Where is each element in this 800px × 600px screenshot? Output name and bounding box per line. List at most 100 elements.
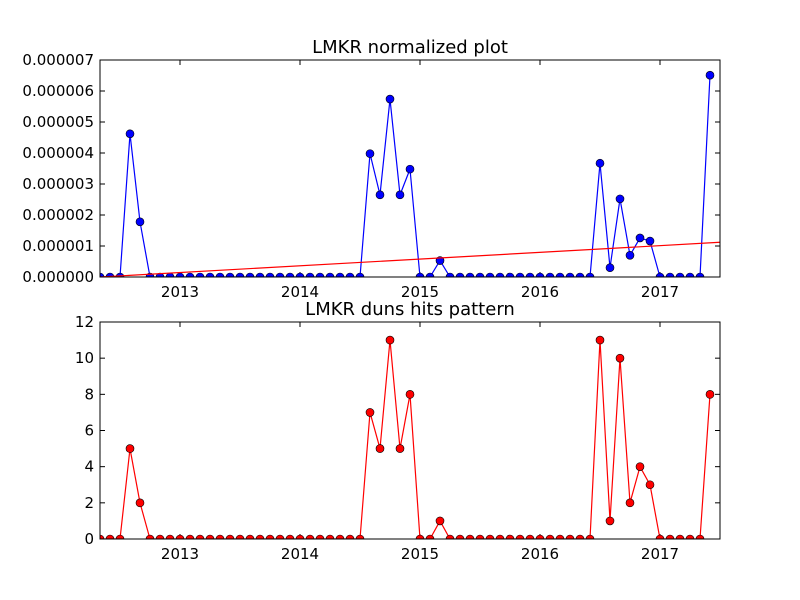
normalized-plot-data-point <box>185 272 195 277</box>
duns-hits-data-point <box>265 534 275 539</box>
duns-hits-data-point <box>395 444 405 453</box>
duns-hits-data-point <box>405 390 415 399</box>
duns-hits-data-point <box>665 534 675 539</box>
normalized-plot-x-tick-label: 2013 <box>161 283 199 301</box>
normalized-plot-data-point <box>505 272 515 277</box>
normalized-plot-data-point <box>205 272 215 277</box>
duns-hits-data-point <box>185 534 195 539</box>
duns-hits-panel: LMKR duns hits pattern 0 2 4 6 8 10 12 2013 2014 2… <box>75 299 721 563</box>
normalized-plot-data-point <box>675 272 685 277</box>
duns-hits-y-tick-label: 12 <box>75 313 94 331</box>
duns-hits-data-point <box>565 534 575 539</box>
duns-hits-data-point <box>575 534 585 539</box>
duns-hits-data-point <box>595 335 605 345</box>
duns-hits-x-tick-label: 2013 <box>161 545 199 563</box>
duns-hits-data-point <box>175 534 185 539</box>
normalized-plot-trend-line <box>100 241 720 277</box>
normalized-plot-data-point <box>585 272 595 277</box>
normalized-plot-data-point <box>315 272 325 277</box>
duns-hits-data-point <box>315 534 325 539</box>
normalized-plot-data-point <box>665 272 675 277</box>
duns-hits-plot-area <box>100 335 715 539</box>
duns-hits-data-point <box>285 534 295 539</box>
normalized-plot-data-point <box>455 272 465 277</box>
normalized-plot-data-point <box>645 236 655 246</box>
duns-hits-title: LMKR duns hits pattern <box>305 299 515 320</box>
normalized-plot-data-point <box>545 272 555 277</box>
duns-hits-data-point <box>605 516 615 526</box>
duns-hits-data-point <box>645 480 655 490</box>
normalized-plot-data-point <box>415 272 425 277</box>
normalized-plot-data-point <box>255 272 265 277</box>
duns-hits-data-point <box>435 516 445 526</box>
normalized-plot-x-tick-label: 2017 <box>641 283 679 301</box>
duns-hits-data-point <box>425 534 435 539</box>
normalized-plot-data-point <box>575 272 585 277</box>
duns-hits-data-point <box>275 534 285 539</box>
duns-hits-data-point <box>675 534 685 539</box>
normalized-plot-data-point <box>525 272 535 277</box>
normalized-plot-data-point <box>445 272 455 277</box>
normalized-plot-data-point <box>245 272 255 277</box>
duns-hits-data-point <box>615 353 625 363</box>
duns-hits-data-point <box>325 534 335 539</box>
normalized-plot-y-tick-label: 0.000006 <box>22 82 94 100</box>
normalized-plot-data-point <box>355 272 365 277</box>
duns-hits-data-point <box>105 534 115 539</box>
duns-hits-data-point <box>695 534 705 539</box>
normalized-plot-data-point <box>265 272 275 277</box>
normalized-plot-y-tick-label: 0.000000 <box>22 268 94 286</box>
duns-hits-series-line <box>100 340 711 539</box>
normalized-plot-y-tick-label: 0.000004 <box>22 144 94 162</box>
normalized-plot-panel: LMKR normalized plot 0.000000 0.000001 0.00… <box>22 37 721 301</box>
normalized-plot-data-point <box>125 129 135 139</box>
duns-hits-data-point <box>375 444 385 453</box>
normalized-plot-data-point <box>425 272 435 277</box>
normalized-plot-data-point <box>705 70 715 80</box>
normalized-plot-data-point <box>295 272 305 277</box>
normalized-plot-data-point <box>475 272 485 277</box>
normalized-plot-data-point <box>495 272 505 277</box>
normalized-plot-data-point <box>395 190 405 200</box>
normalized-plot-data-point <box>695 272 705 277</box>
normalized-plot-data-point <box>405 164 415 174</box>
duns-hits-data-point <box>225 534 235 539</box>
normalized-plot-y-tick-label: 0.000007 <box>22 51 94 69</box>
duns-hits-data-point <box>555 534 565 539</box>
normalized-plot-x-tick-label: 2016 <box>521 283 559 301</box>
duns-hits-y-tick-label: 10 <box>75 349 94 367</box>
duns-hits-y-tick-label: 0 <box>84 530 94 548</box>
normalized-plot-data-point <box>535 272 545 277</box>
duns-hits-y-tick-label: 2 <box>84 494 94 512</box>
normalized-plot-data-point <box>685 272 695 277</box>
duns-hits-data-point <box>685 534 695 539</box>
normalized-plot-y-tick-label: 0.000005 <box>22 113 94 131</box>
normalized-plot-data-point <box>195 272 205 277</box>
normalized-plot-data-point <box>135 217 145 227</box>
normalized-plot-data-point <box>605 263 615 273</box>
duns-hits-data-point <box>705 390 715 399</box>
normalized-plot-data-point <box>305 272 315 277</box>
normalized-plot-data-point <box>615 194 625 204</box>
normalized-plot-data-point <box>595 158 605 168</box>
normalized-plot-data-point <box>655 272 665 277</box>
normalized-plot-data-point <box>635 233 645 243</box>
duns-hits-y-tick-label: 8 <box>84 385 94 403</box>
duns-hits-data-point <box>295 534 305 539</box>
duns-hits-x-tick-label: 2015 <box>401 545 439 563</box>
duns-hits-x-tick-label: 2014 <box>281 545 319 563</box>
normalized-plot-data-point <box>225 272 235 277</box>
normalized-plot-data-point <box>325 272 335 277</box>
duns-hits-data-point <box>525 534 535 539</box>
duns-hits-data-point <box>345 534 355 539</box>
normalized-plot-data-point <box>515 272 525 277</box>
duns-hits-data-point <box>235 534 245 539</box>
duns-hits-data-point <box>475 534 485 539</box>
duns-hits-data-point <box>255 534 265 539</box>
normalized-plot-data-point <box>235 272 245 277</box>
duns-hits-y-tick-label: 6 <box>84 422 94 440</box>
duns-hits-data-point <box>195 534 205 539</box>
duns-hits-data-point <box>145 534 155 539</box>
duns-hits-data-point <box>465 534 475 539</box>
